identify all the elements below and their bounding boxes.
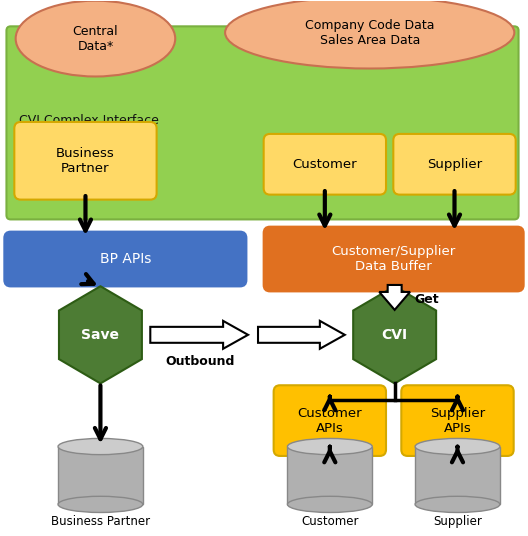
Text: Business
Partner: Business Partner [56, 147, 115, 175]
Text: Supplier
APIs: Supplier APIs [430, 407, 485, 435]
Text: Customer: Customer [301, 515, 359, 528]
Ellipse shape [225, 0, 514, 69]
Text: Save: Save [81, 328, 119, 342]
Text: Get: Get [414, 293, 439, 307]
FancyBboxPatch shape [6, 26, 518, 219]
Text: Supplier: Supplier [427, 158, 482, 171]
Text: Outbound: Outbound [165, 355, 235, 368]
Text: Company Code Data
Sales Area Data: Company Code Data Sales Area Data [305, 19, 435, 47]
FancyBboxPatch shape [4, 232, 247, 286]
Polygon shape [150, 321, 248, 349]
Ellipse shape [287, 438, 372, 455]
Text: Supplier: Supplier [433, 515, 482, 528]
FancyBboxPatch shape [287, 446, 372, 504]
Ellipse shape [16, 1, 175, 77]
Ellipse shape [58, 438, 143, 455]
Text: CVI Complex Interface: CVI Complex Interface [18, 114, 158, 127]
Polygon shape [258, 321, 345, 349]
Polygon shape [353, 286, 436, 383]
Text: Central
Data*: Central Data* [73, 25, 118, 53]
FancyBboxPatch shape [415, 446, 500, 504]
FancyBboxPatch shape [263, 134, 386, 195]
Polygon shape [59, 286, 142, 383]
FancyBboxPatch shape [263, 227, 524, 292]
Ellipse shape [415, 438, 500, 455]
Polygon shape [379, 285, 410, 310]
Text: Customer: Customer [293, 158, 357, 171]
FancyBboxPatch shape [393, 134, 516, 195]
FancyBboxPatch shape [274, 385, 386, 456]
Text: BP APIs: BP APIs [100, 252, 151, 266]
Text: Business Partner: Business Partner [51, 515, 150, 528]
Text: CVI: CVI [382, 328, 408, 342]
Text: Customer
APIs: Customer APIs [297, 407, 362, 435]
Ellipse shape [287, 496, 372, 512]
Text: Customer/Supplier
Data Buffer: Customer/Supplier Data Buffer [332, 245, 456, 273]
FancyBboxPatch shape [14, 122, 157, 199]
FancyBboxPatch shape [401, 385, 514, 456]
Ellipse shape [415, 496, 500, 512]
Ellipse shape [58, 496, 143, 512]
FancyBboxPatch shape [58, 446, 143, 504]
